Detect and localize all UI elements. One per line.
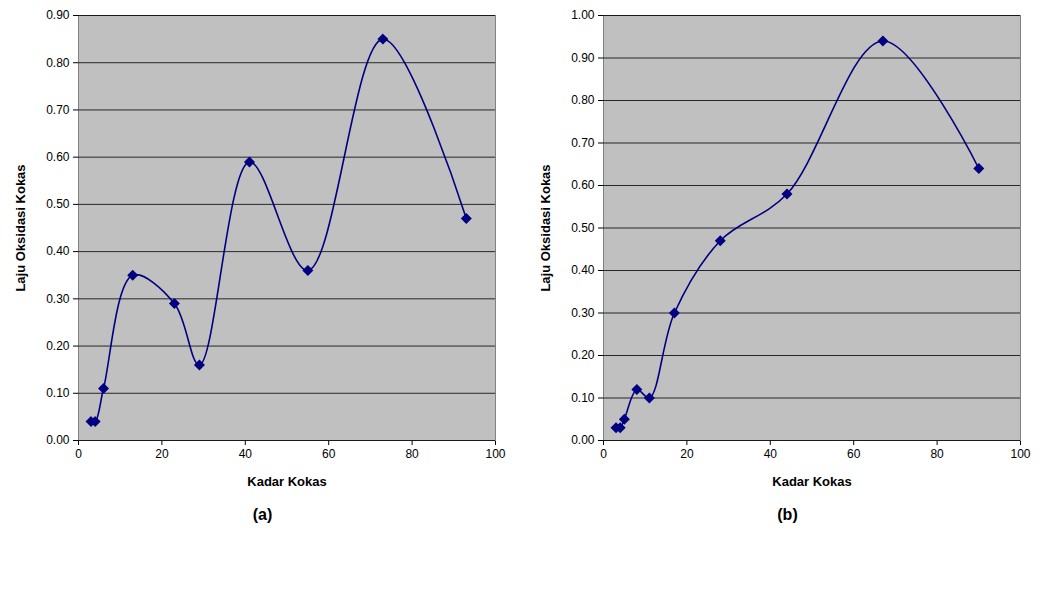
- svg-text:20: 20: [680, 447, 694, 461]
- svg-text:60: 60: [847, 447, 861, 461]
- svg-text:0.70: 0.70: [46, 103, 70, 117]
- svg-text:0.20: 0.20: [571, 348, 595, 362]
- svg-text:0.50: 0.50: [46, 197, 70, 211]
- svg-text:0.30: 0.30: [46, 292, 70, 306]
- svg-text:0.80: 0.80: [571, 93, 595, 107]
- svg-text:Laju Oksidasi Kokas: Laju Oksidasi Kokas: [12, 164, 27, 291]
- svg-text:0.10: 0.10: [46, 386, 70, 400]
- html-text:(a): (a): [252, 506, 273, 523]
- svg-text:100: 100: [1010, 447, 1030, 461]
- svg-text:0.00: 0.00: [46, 433, 70, 447]
- svg-text:0.70: 0.70: [571, 136, 595, 150]
- svg-text:Kadar Kokas: Kadar Kokas: [247, 474, 326, 489]
- svg-text:0.90: 0.90: [46, 8, 70, 22]
- svg-text:0.40: 0.40: [46, 244, 70, 258]
- svg-text:0.50: 0.50: [571, 221, 595, 235]
- svg-text:0.80: 0.80: [46, 56, 70, 70]
- svg-text:80: 80: [405, 447, 419, 461]
- svg-text:0.60: 0.60: [571, 178, 595, 192]
- svg-text:0: 0: [600, 447, 607, 461]
- svg-text:0.20: 0.20: [46, 339, 70, 353]
- html-text:(b): (b): [777, 506, 798, 523]
- svg-text:0.00: 0.00: [571, 433, 595, 447]
- svg-text:Kadar Kokas: Kadar Kokas: [772, 474, 851, 489]
- svg-text:0.30: 0.30: [571, 306, 595, 320]
- svg-text:0.90: 0.90: [571, 51, 595, 65]
- svg-text:0.40: 0.40: [571, 263, 595, 277]
- svg-text:20: 20: [155, 447, 169, 461]
- svg-text:40: 40: [238, 447, 252, 461]
- svg-text:40: 40: [763, 447, 777, 461]
- svg-text:100: 100: [485, 447, 505, 461]
- svg-text:0: 0: [75, 447, 82, 461]
- svg-text:60: 60: [322, 447, 336, 461]
- svg-text:0.10: 0.10: [571, 391, 595, 405]
- svg-text:80: 80: [930, 447, 944, 461]
- svg-text:0.60: 0.60: [46, 150, 70, 164]
- svg-text:1.00: 1.00: [571, 8, 595, 22]
- svg-text:Laju Oksidasi Kokas: Laju Oksidasi Kokas: [537, 164, 552, 291]
